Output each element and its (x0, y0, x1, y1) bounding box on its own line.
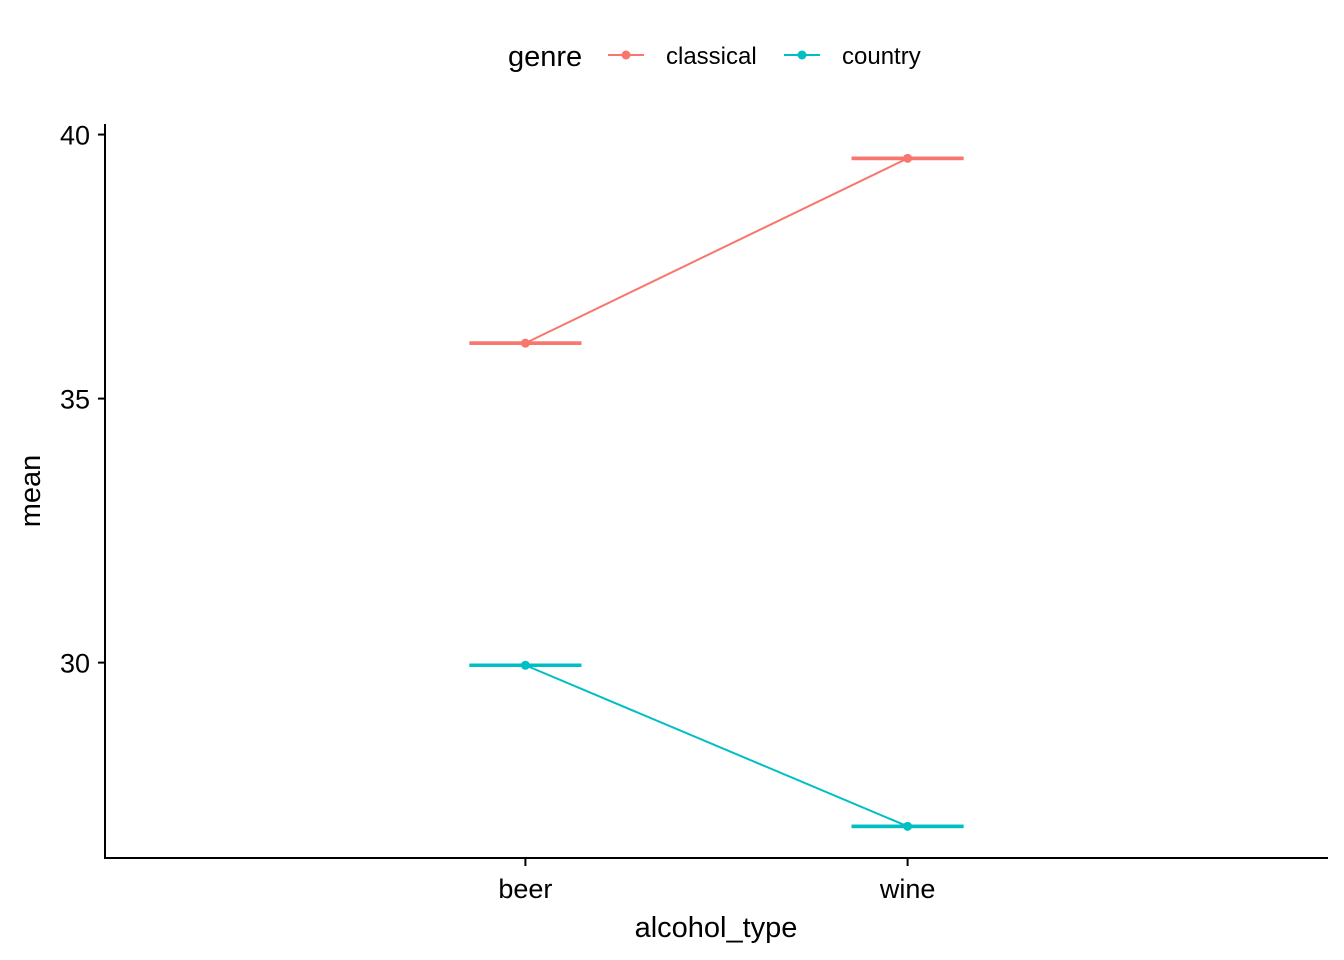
y-tick-label-40: 40 (60, 121, 90, 151)
x-tick-label-beer: beer (498, 874, 552, 904)
legend: genre classical country (508, 41, 921, 73)
legend-key-point-country (797, 50, 807, 60)
series-line-classical (524, 157, 909, 345)
point-country-wine (903, 821, 913, 831)
legend-entry-country: country (784, 43, 921, 70)
legend-title: genre (508, 41, 582, 73)
plot-area (469, 153, 964, 831)
series-line-country (525, 664, 908, 828)
x-tick-label-wine: wine (879, 874, 936, 904)
series-classical (469, 153, 964, 348)
legend-key-point-classical (621, 50, 631, 60)
y-axis: 30 35 40 (60, 121, 106, 859)
y-tick-label-35: 35 (60, 385, 90, 415)
series-country (469, 660, 964, 831)
x-axis: beer wine (104, 857, 1328, 904)
point-classical-beer (520, 338, 530, 348)
legend-entry-classical: classical (608, 43, 757, 70)
legend-label-country: country (842, 43, 921, 70)
legend-entries: classical country (608, 43, 921, 70)
x-axis-title: alcohol_type (635, 912, 798, 944)
legend-label-classical: classical (666, 43, 757, 70)
y-tick-label-30: 30 (60, 649, 90, 679)
point-classical-wine (903, 153, 913, 163)
y-axis-title: mean (15, 455, 47, 528)
point-country-beer (520, 660, 530, 670)
